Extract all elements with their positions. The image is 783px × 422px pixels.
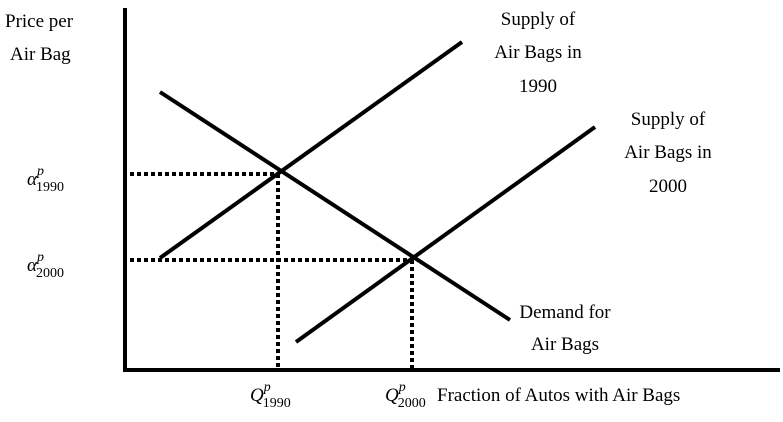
- supply-2000-label: Supply of: [631, 109, 706, 130]
- symbol: α: [27, 169, 38, 190]
- demand-curve: [158, 90, 512, 322]
- superscript: p: [36, 250, 44, 265]
- superscript: p: [398, 380, 406, 395]
- quantity-2000-label: Qp 2000: [385, 380, 426, 411]
- subscript: 2000: [398, 396, 426, 411]
- supply-1990-label: 1990: [519, 76, 557, 97]
- price-2000-label: αp 2000: [27, 250, 64, 281]
- symbol: Q: [385, 385, 399, 406]
- price-1990-label: αp 1990: [27, 164, 64, 195]
- supply-1990-label: Air Bags in: [494, 42, 582, 63]
- y-axis-label: Air Bag: [10, 44, 71, 65]
- quantity-1990-label: Qp 1990: [250, 380, 291, 411]
- supply-2000-curve: [294, 125, 597, 344]
- supply-2000-label: Air Bags in: [624, 142, 712, 163]
- demand-label: Demand for: [519, 302, 611, 323]
- superscript: p: [36, 164, 44, 179]
- supply-2000-label: 2000: [649, 176, 687, 197]
- demand-label: Air Bags: [531, 334, 599, 355]
- x-axis-label: Fraction of Autos with Air Bags: [437, 385, 680, 406]
- symbol: α: [27, 255, 38, 276]
- y-axis-label: Price per: [5, 11, 74, 32]
- supply-1990-label: Supply of: [501, 9, 576, 30]
- subscript: 1990: [263, 396, 291, 411]
- supply-1990-curve: [158, 40, 464, 260]
- subscript: 2000: [36, 266, 64, 281]
- subscript: 1990: [36, 180, 64, 195]
- superscript: p: [263, 380, 271, 395]
- symbol: Q: [250, 385, 264, 406]
